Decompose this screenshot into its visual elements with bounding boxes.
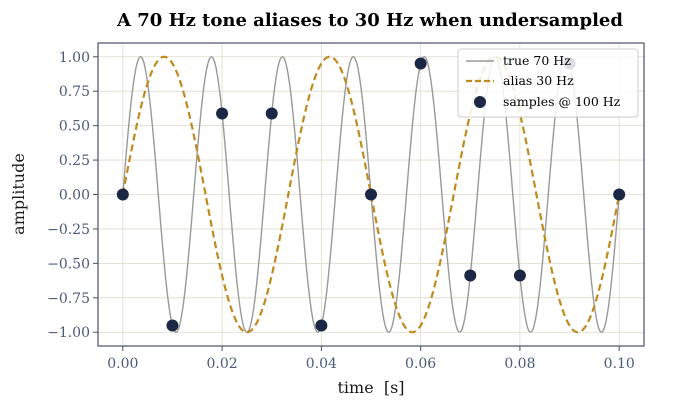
x-tick-label: 0.10 (604, 356, 635, 372)
y-tick-label: 1.00 (59, 50, 90, 66)
x-axis-label: time [s] (337, 378, 404, 397)
x-tick-label: 0.06 (405, 356, 436, 372)
y-tick-label: 0.25 (59, 153, 90, 169)
x-tick-label: 0.02 (207, 356, 238, 372)
sample-point (513, 269, 526, 282)
legend-label-samples: samples @ 100 Hz (503, 94, 621, 109)
legend-label-alias-30hz: alias 30 Hz (503, 73, 574, 88)
y-tick-label: −0.75 (47, 291, 90, 307)
y-tick-label: −0.25 (47, 222, 90, 238)
legend: true 70 Hz alias 30 Hz samples @ 100 Hz (457, 48, 639, 118)
legend-box (457, 48, 639, 118)
y-tick-label: 0.75 (59, 84, 90, 100)
y-tick-label: −0.50 (47, 256, 90, 272)
y-tick-label: −1.00 (47, 325, 90, 341)
sample-point (166, 319, 179, 332)
y-tick-label: 0.00 (59, 188, 90, 204)
x-tick-label: 0.08 (504, 356, 535, 372)
legend-swatch-samples (474, 96, 486, 108)
plot-area (116, 55, 626, 334)
y-axis-label: amplitude (9, 153, 28, 235)
y-tick-label: 0.50 (59, 119, 90, 135)
x-tick-label: 0.04 (306, 356, 337, 372)
axis-ticks: 0.00 0.02 0.04 0.06 0.08 0.10 1.00 0.75 0.50 0.25… (47, 50, 635, 372)
sample-point (464, 269, 477, 282)
x-tick-label: 0.00 (107, 356, 138, 372)
sample-point (315, 319, 328, 332)
sample-point (265, 107, 278, 120)
sample-point (414, 57, 427, 70)
sample-point (116, 188, 129, 201)
series-alias-30hz-line (121, 55, 621, 334)
legend-label-true-70hz: true 70 Hz (503, 53, 571, 68)
sample-point (613, 188, 626, 201)
sample-point (216, 107, 229, 120)
sample-point (365, 188, 377, 201)
chart-title: A 70 Hz tone aliases to 30 Hz when under… (116, 10, 623, 31)
